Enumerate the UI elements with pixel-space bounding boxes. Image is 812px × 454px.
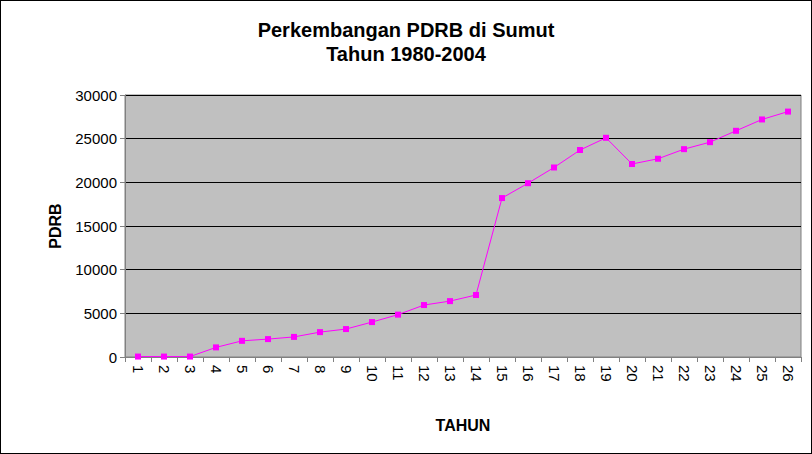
svg-text:15000: 15000 [75, 218, 117, 235]
svg-text:19: 19 [598, 365, 615, 382]
svg-text:7: 7 [286, 365, 303, 373]
svg-text:13: 13 [442, 365, 459, 382]
svg-text:18: 18 [572, 365, 589, 382]
svg-text:5: 5 [234, 365, 251, 373]
svg-text:Perkembangan PDRB di Sumut: Perkembangan PDRB di Sumut [258, 19, 555, 41]
svg-text:25000: 25000 [75, 130, 117, 147]
svg-text:17: 17 [546, 365, 563, 382]
svg-text:20: 20 [624, 365, 641, 382]
svg-text:PDRB: PDRB [47, 203, 64, 248]
svg-text:22: 22 [676, 365, 693, 382]
svg-text:8: 8 [312, 365, 329, 373]
svg-text:23: 23 [702, 365, 719, 382]
svg-text:6: 6 [260, 365, 277, 373]
svg-text:14: 14 [468, 365, 485, 382]
svg-text:Tahun 1980-2004: Tahun 1980-2004 [326, 43, 487, 65]
svg-text:1: 1 [130, 365, 147, 373]
svg-text:15: 15 [494, 365, 511, 382]
svg-text:12: 12 [416, 365, 433, 382]
svg-text:26: 26 [780, 365, 797, 382]
svg-text:30000: 30000 [75, 87, 117, 104]
svg-text:10000: 10000 [75, 261, 117, 278]
svg-text:5000: 5000 [84, 305, 117, 322]
svg-text:21: 21 [650, 365, 667, 382]
svg-text:24: 24 [728, 365, 745, 382]
svg-text:10: 10 [364, 365, 381, 382]
svg-text:11: 11 [390, 365, 407, 381]
svg-text:9: 9 [338, 365, 355, 373]
svg-text:25: 25 [754, 365, 771, 382]
svg-text:16: 16 [520, 365, 537, 382]
svg-text:TAHUN: TAHUN [436, 417, 491, 434]
svg-text:20000: 20000 [75, 174, 117, 191]
svg-text:2: 2 [156, 365, 173, 373]
svg-text:0: 0 [109, 349, 117, 366]
svg-text:3: 3 [182, 365, 199, 373]
svg-text:4: 4 [208, 365, 225, 373]
